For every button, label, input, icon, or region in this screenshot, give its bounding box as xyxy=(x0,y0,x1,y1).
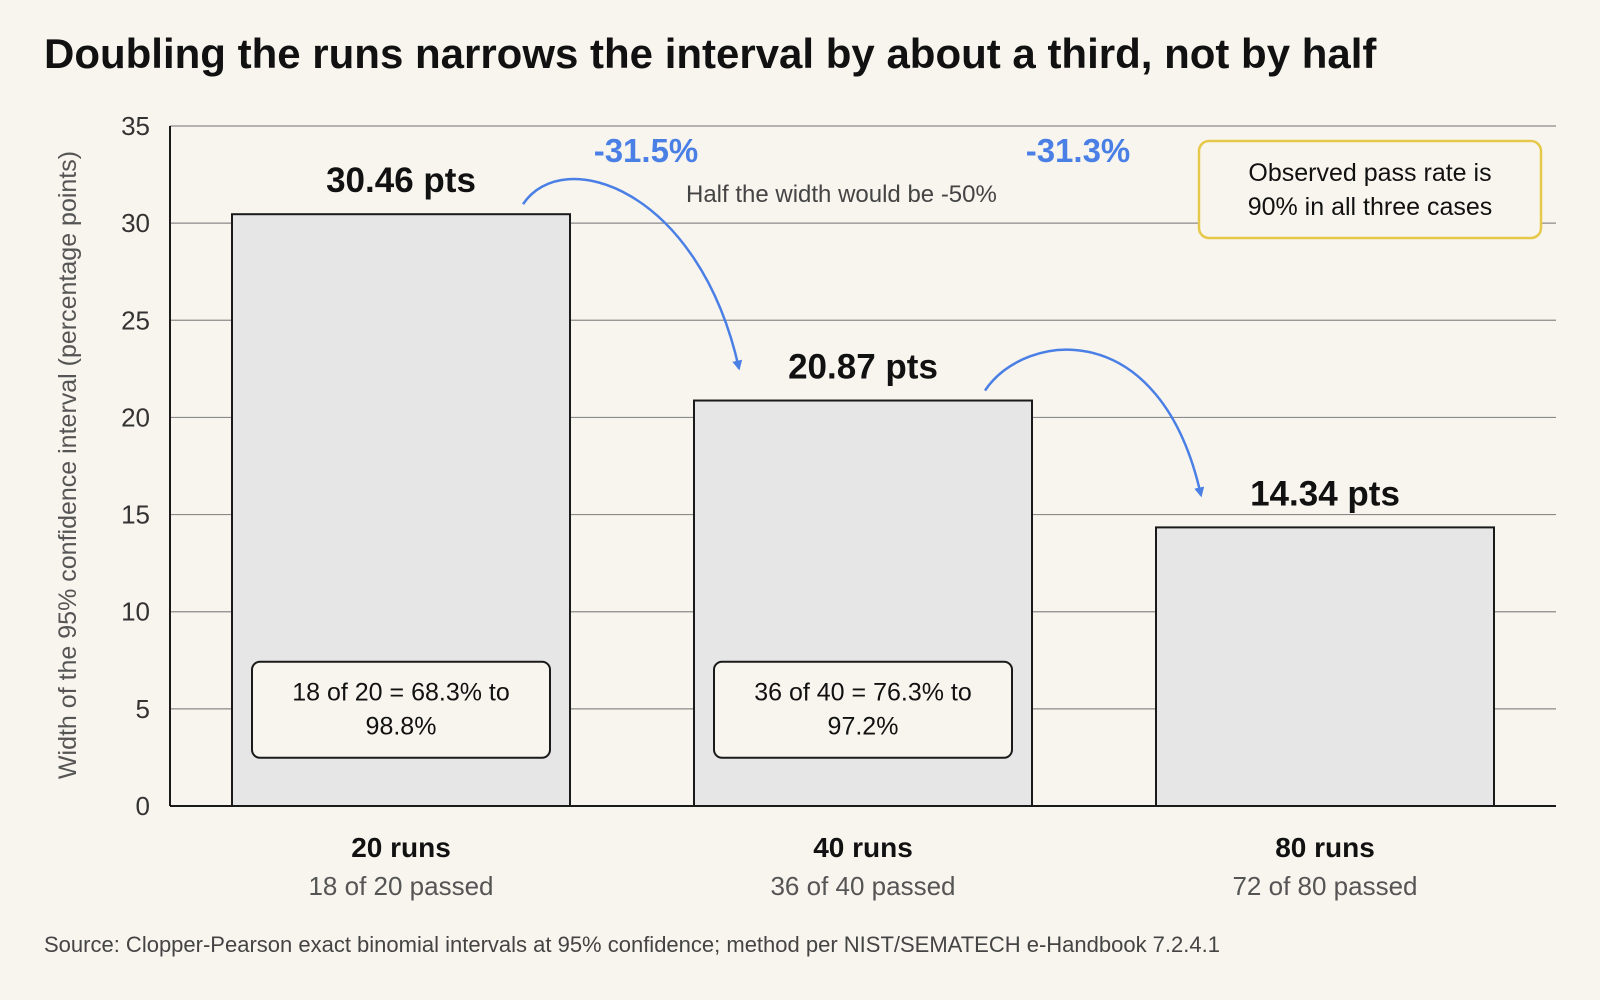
bar xyxy=(1155,526,1495,807)
change-label: -31.3% xyxy=(1026,132,1131,169)
interval-label: 36 of 40 = 76.3% to xyxy=(754,679,972,707)
change-arrow xyxy=(983,348,1205,498)
interval-label: 98.8% xyxy=(366,713,437,741)
interval-box: 18 of 20 = 68.3% to 98.8% xyxy=(251,660,551,759)
y-tick-label: 10 xyxy=(121,597,150,627)
callout-box: Observed pass rate is 90% in all three ca… xyxy=(1197,139,1543,240)
interval-label: 97.2% xyxy=(828,713,899,741)
interval-label: 18 of 20 = 68.3% to xyxy=(292,679,510,707)
x-tick-label: 40 runs xyxy=(813,832,913,863)
bar-value-label: 30.46 pts xyxy=(326,161,476,200)
change-arrow xyxy=(521,177,743,371)
y-tick-label: 35 xyxy=(121,111,150,141)
y-tick-label: 0 xyxy=(136,791,150,821)
x-tick-sublabel: 18 of 20 passed xyxy=(308,871,493,901)
bar-value-label: 20.87 pts xyxy=(788,348,938,387)
half-width-note: Half the width would be -50% xyxy=(686,181,997,208)
y-tick-label: 5 xyxy=(136,694,150,724)
callout-text: Observed pass rate is xyxy=(1248,159,1491,187)
chart-title: Doubling the runs narrows the interval b… xyxy=(44,30,1377,77)
bars: 30.46 pts 18 of 20 = 68.3% to 98.8% 20.87 p… xyxy=(231,161,1495,808)
callout-text: 90% in all three cases xyxy=(1248,193,1493,221)
x-axis-labels: 20 runs 18 of 20 passed 40 runs 36 of 40 pa… xyxy=(308,832,1417,901)
bar-value-label: 14.34 pts xyxy=(1250,474,1400,513)
source-note: Source: Clopper-Pearson exact binomial i… xyxy=(44,932,1220,957)
interval-box: 36 of 40 = 76.3% to 97.2% xyxy=(713,660,1013,759)
x-tick-sublabel: 72 of 80 passed xyxy=(1232,871,1417,901)
y-axis-label: Width of the 95% confidence interval (pe… xyxy=(54,151,82,779)
x-tick-sublabel: 36 of 40 passed xyxy=(770,871,955,901)
change-label: -31.5% xyxy=(594,132,699,169)
x-tick-label: 80 runs xyxy=(1275,832,1375,863)
y-tick-label: 30 xyxy=(121,208,150,238)
annotations: -31.5% -31.3% Half the width would be -50%… xyxy=(521,132,1543,498)
y-tick-label: 25 xyxy=(121,305,150,335)
y-axis-ticks: 0 5 10 15 20 25 30 35 xyxy=(121,111,150,821)
x-tick-label: 20 runs xyxy=(351,832,451,863)
y-tick-label: 20 xyxy=(121,402,150,432)
y-tick-label: 15 xyxy=(121,500,150,530)
